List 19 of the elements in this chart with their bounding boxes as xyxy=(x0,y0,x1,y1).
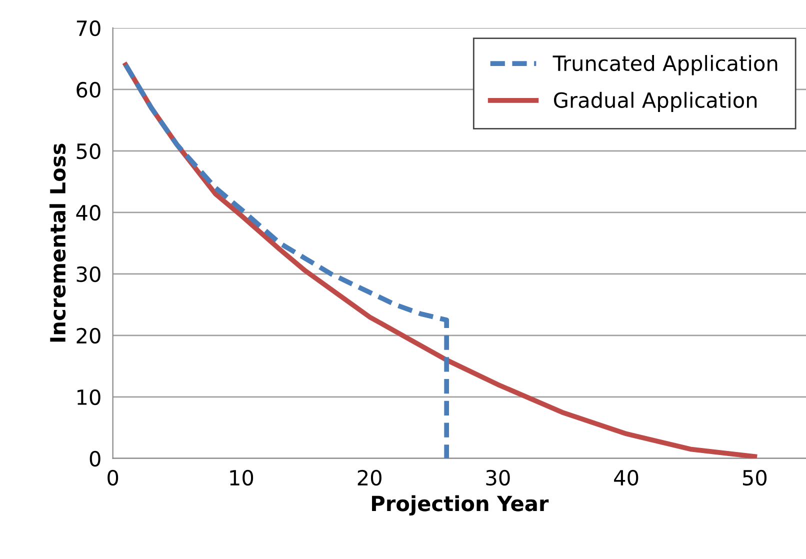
x-tick-label: 0 xyxy=(108,470,118,486)
y-axis-title: Incremental Loss xyxy=(50,144,66,342)
x-tick-label: 50 xyxy=(743,470,767,486)
x-tick-label: 30 xyxy=(486,470,510,486)
x-tick-label: 10 xyxy=(230,470,254,486)
y-tick-label: 10 xyxy=(78,389,100,406)
legend-label: Gradual Application xyxy=(554,92,757,112)
x-tick-label: 40 xyxy=(614,470,638,486)
y-tick-label: 20 xyxy=(76,328,100,344)
line-series xyxy=(123,62,450,458)
y-tick-label: 40 xyxy=(76,204,100,221)
y-tick-label: 50 xyxy=(76,143,100,160)
x-axis-title: Projection Year xyxy=(372,495,549,516)
y-tick-label: 30 xyxy=(76,266,100,282)
y-tick-label: 70 xyxy=(76,20,100,36)
x-tick-label: 20 xyxy=(358,470,382,486)
legend-label: Truncated Application xyxy=(552,55,778,76)
y-tick-label: 60 xyxy=(76,82,100,98)
y-tick-label: 0 xyxy=(90,450,100,467)
